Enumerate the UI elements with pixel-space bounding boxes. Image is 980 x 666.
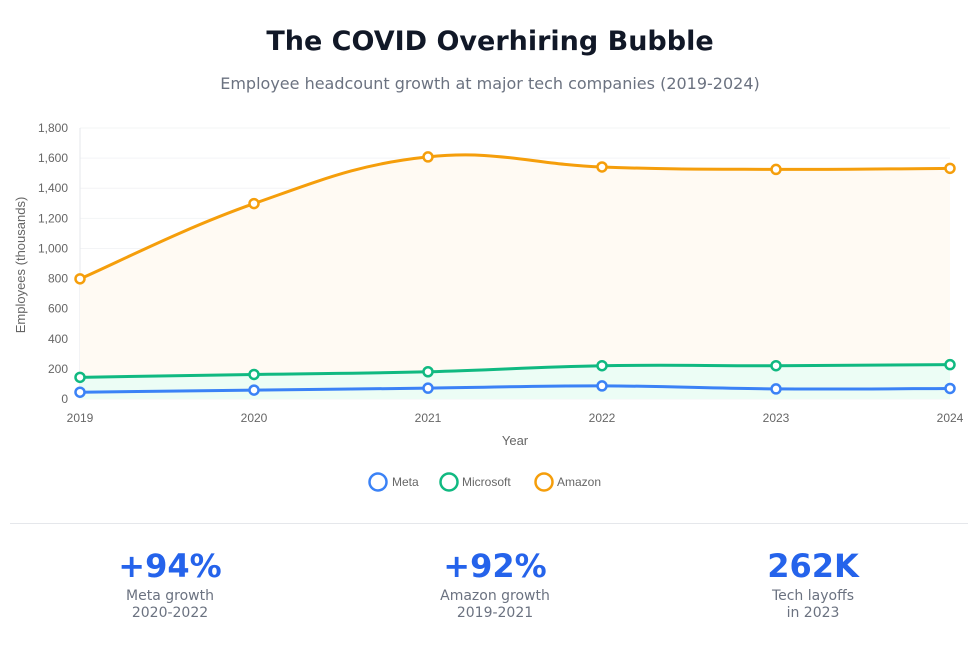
x-tick-label: 2019 bbox=[67, 411, 94, 425]
data-point-microsoft-2019[interactable] bbox=[74, 371, 86, 384]
stat-label-line1: Meta growth bbox=[126, 588, 214, 604]
y-tick-label: 600 bbox=[48, 302, 68, 316]
data-point-microsoft-2022[interactable] bbox=[596, 359, 608, 372]
x-tick-label: 2022 bbox=[589, 411, 616, 425]
stat-card-meta-growth: +94% Meta growth 2020-2022 bbox=[50, 546, 290, 622]
x-axis-ticks: 2019 2020 2021 2022 2023 2024 bbox=[67, 411, 964, 425]
data-point-amazon-2020[interactable] bbox=[248, 197, 260, 210]
y-axis-title: Employees (thousands) bbox=[13, 197, 28, 334]
y-tick-label: 1,200 bbox=[38, 211, 68, 225]
series-line-amazon bbox=[79, 153, 951, 281]
stat-label-line2: in 2023 bbox=[786, 605, 840, 621]
y-tick-label: 200 bbox=[48, 362, 68, 376]
series-lines bbox=[79, 153, 951, 394]
data-point-amazon-2024[interactable] bbox=[944, 162, 956, 175]
page-subtitle: Employee headcount growth at major tech … bbox=[220, 74, 760, 93]
y-tick-label: 1,000 bbox=[38, 241, 68, 255]
data-point-microsoft-2020[interactable] bbox=[248, 368, 260, 381]
chart-legend: Meta Microsoft Amazon bbox=[368, 472, 602, 492]
y-axis-ticks: 0 200 400 600 800 1,000 1,200 1,400 1,600 1,800 bbox=[38, 121, 68, 406]
data-point-amazon-2019[interactable] bbox=[74, 273, 86, 285]
x-tick-label: 2024 bbox=[937, 411, 964, 425]
stat-card-amazon-growth: +92% Amazon growth 2019-2021 bbox=[375, 546, 615, 622]
stat-value: +92% bbox=[443, 547, 547, 585]
legend-label: Microsoft bbox=[462, 475, 511, 489]
line-chart: 0 200 400 600 800 1,000 1,200 1,400 1,600 1,800 2… bbox=[13, 121, 964, 492]
stat-label-line2: 2019-2021 bbox=[456, 605, 534, 621]
legend-item-microsoft[interactable]: Microsoft bbox=[439, 472, 512, 492]
area-fills bbox=[80, 154, 950, 399]
data-point-microsoft-2024[interactable] bbox=[944, 358, 956, 371]
y-tick-label: 1,400 bbox=[38, 181, 68, 195]
y-tick-label: 1,800 bbox=[38, 121, 68, 135]
stat-label-line1: Amazon growth bbox=[440, 588, 550, 604]
y-tick-label: 400 bbox=[48, 332, 68, 346]
legend-label: Meta bbox=[392, 475, 419, 489]
y-tick-label: 0 bbox=[61, 392, 68, 406]
data-point-meta-2021[interactable] bbox=[422, 382, 434, 394]
stat-value: +94% bbox=[118, 547, 222, 585]
stat-card-tech-layoffs: 262K Tech layoffs in 2023 bbox=[693, 546, 933, 622]
data-point-amazon-2023[interactable] bbox=[770, 163, 782, 176]
x-tick-label: 2020 bbox=[241, 411, 268, 425]
data-point-microsoft-2021[interactable] bbox=[422, 365, 434, 378]
legend-swatch bbox=[439, 472, 459, 492]
y-tick-label: 1,600 bbox=[38, 151, 68, 165]
area-fill-amazon bbox=[80, 154, 950, 399]
y-tick-label: 800 bbox=[48, 272, 68, 286]
stat-value: 262K bbox=[767, 547, 859, 585]
stat-label-line1: Tech layoffs bbox=[771, 588, 855, 604]
data-point-amazon-2022[interactable] bbox=[596, 161, 608, 173]
data-point-meta-2019[interactable] bbox=[74, 386, 86, 398]
series-points bbox=[74, 151, 956, 398]
legend-label: Amazon bbox=[557, 475, 601, 489]
page-title: The COVID Overhiring Bubble bbox=[266, 26, 714, 57]
x-axis-title: Year bbox=[502, 433, 529, 448]
data-point-meta-2024[interactable] bbox=[944, 382, 956, 395]
legend-item-meta[interactable]: Meta bbox=[368, 472, 420, 492]
legend-swatch bbox=[534, 472, 554, 492]
data-point-amazon-2021[interactable] bbox=[422, 151, 434, 163]
data-point-meta-2023[interactable] bbox=[770, 383, 782, 395]
x-tick-label: 2021 bbox=[415, 411, 442, 425]
stat-label-line2: 2020-2022 bbox=[131, 605, 209, 621]
legend-item-amazon[interactable]: Amazon bbox=[534, 472, 602, 492]
data-point-microsoft-2023[interactable] bbox=[770, 359, 782, 372]
legend-swatch bbox=[368, 472, 388, 492]
section-divider bbox=[10, 523, 968, 524]
series-line-meta bbox=[79, 384, 951, 394]
data-point-meta-2020[interactable] bbox=[248, 384, 260, 396]
x-tick-label: 2023 bbox=[763, 411, 790, 425]
series-line-microsoft bbox=[79, 363, 951, 379]
data-point-meta-2022[interactable] bbox=[596, 380, 608, 392]
